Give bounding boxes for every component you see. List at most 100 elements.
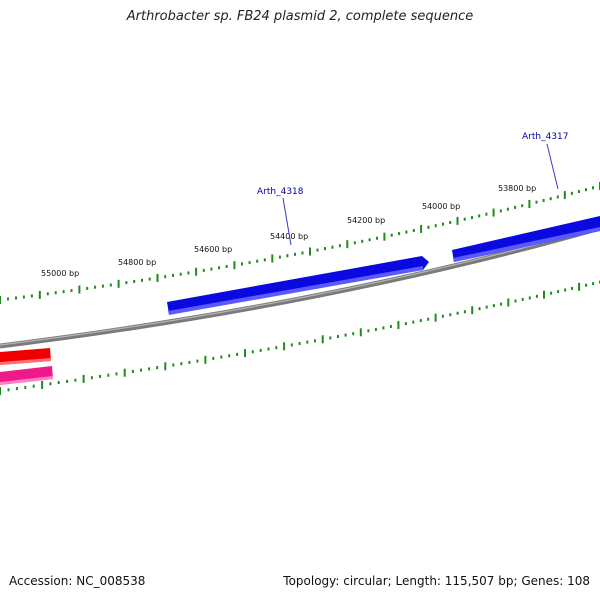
gene-arth-4317[interactable]	[452, 216, 600, 262]
minor-tick	[535, 294, 538, 298]
minor-tick	[218, 266, 221, 270]
major-tick	[359, 328, 362, 337]
major-tick	[507, 298, 510, 307]
major-tick	[309, 247, 311, 256]
minor-tick	[550, 291, 553, 295]
minor-tick	[141, 278, 143, 282]
minor-tick	[412, 229, 415, 232]
svg-text:Arth_4318[interactable]: Arth_4318	[257, 187, 304, 197]
major-tick	[471, 306, 474, 315]
minor-tick	[314, 339, 316, 343]
gene-label-arth-4317[interactable]: Arth_4317	[522, 132, 569, 190]
minor-tick	[324, 247, 326, 251]
minor-tick	[549, 197, 552, 201]
minor-tick	[353, 241, 356, 245]
minor-tick	[156, 366, 159, 370]
minor-tick	[556, 195, 559, 199]
minor-tick	[434, 224, 437, 228]
major-tick	[420, 224, 423, 233]
minor-tick	[506, 207, 509, 211]
minor-tick	[241, 262, 243, 266]
minor-tick	[164, 275, 167, 279]
major-tick	[543, 290, 545, 299]
minor-tick	[500, 302, 503, 306]
minor-tick	[99, 374, 102, 378]
minor-tick	[585, 188, 587, 192]
minor-tick	[592, 186, 594, 190]
minor-tick	[259, 348, 262, 352]
minor-tick	[463, 310, 466, 314]
minor-tick	[419, 319, 422, 323]
minor-tick	[66, 379, 69, 383]
minor-tick	[140, 368, 142, 372]
minor-tick	[275, 346, 278, 350]
minor-tick	[316, 248, 319, 252]
minor-tick	[70, 289, 73, 293]
minor-tick	[557, 290, 560, 294]
minor-tick	[225, 265, 228, 268]
minor-tick	[499, 209, 502, 213]
svg-text:Arth_4317[interactable]: Arth_4317	[522, 132, 569, 142]
minor-tick	[521, 204, 524, 208]
minor-tick	[492, 304, 495, 308]
major-tick	[434, 313, 437, 322]
minor-tick	[368, 238, 371, 242]
gene-reverse-red[interactable]	[0, 348, 51, 365]
scale-label-54000: 54000 bp	[422, 202, 460, 211]
minor-tick	[352, 332, 355, 336]
leader-line	[546, 143, 559, 190]
minor-tick	[15, 296, 17, 300]
minor-tick	[94, 285, 97, 289]
minor-tick	[228, 354, 231, 358]
accession-text: Accession: NC_008538	[9, 574, 146, 588]
leader-line	[282, 197, 292, 246]
minor-tick	[441, 314, 444, 318]
major-tick	[0, 387, 1, 395]
scale-label-54600: 54600 bp	[194, 245, 232, 254]
major-tick	[41, 381, 44, 389]
minor-tick	[449, 313, 452, 317]
minor-tick	[427, 317, 430, 321]
major-tick	[528, 200, 531, 208]
minor-tick	[374, 327, 377, 331]
gene-arth-4318[interactable]	[167, 256, 429, 315]
major-tick	[164, 362, 167, 371]
minor-tick	[125, 281, 128, 285]
backbone-arc	[0, 225, 600, 349]
major-tick	[563, 191, 566, 200]
minor-tick	[49, 382, 52, 386]
gene-label-arth-4318[interactable]: Arth_4318	[257, 187, 304, 246]
minor-tick	[471, 216, 473, 220]
minor-tick	[404, 322, 407, 326]
minor-tick	[514, 299, 517, 303]
minor-tick	[86, 286, 89, 290]
minor-tick	[32, 384, 35, 388]
minor-tick	[298, 342, 301, 345]
inner-scale-track	[0, 280, 600, 395]
minor-tick	[456, 311, 459, 315]
major-tick	[383, 232, 386, 241]
minor-tick	[542, 199, 545, 202]
major-tick	[456, 216, 459, 225]
minor-tick	[306, 340, 309, 344]
minor-tick	[528, 296, 531, 300]
major-tick	[397, 321, 400, 329]
major-tick	[78, 285, 81, 294]
gene-reverse-pink[interactable]	[0, 366, 53, 385]
minor-tick	[449, 221, 452, 224]
minor-tick	[15, 387, 18, 391]
major-tick	[38, 290, 41, 299]
minor-tick	[101, 284, 104, 288]
major-tick	[244, 349, 246, 358]
minor-tick	[571, 286, 574, 290]
minor-tick	[210, 267, 213, 271]
scale-label-54200: 54200 bp	[347, 216, 385, 225]
minor-tick	[62, 290, 65, 294]
minor-tick	[361, 239, 364, 243]
minor-tick	[390, 233, 393, 237]
minor-tick	[46, 292, 49, 296]
minor-tick	[22, 295, 25, 299]
scale-label-55000: 55000 bp	[41, 269, 79, 278]
major-tick	[233, 261, 236, 270]
